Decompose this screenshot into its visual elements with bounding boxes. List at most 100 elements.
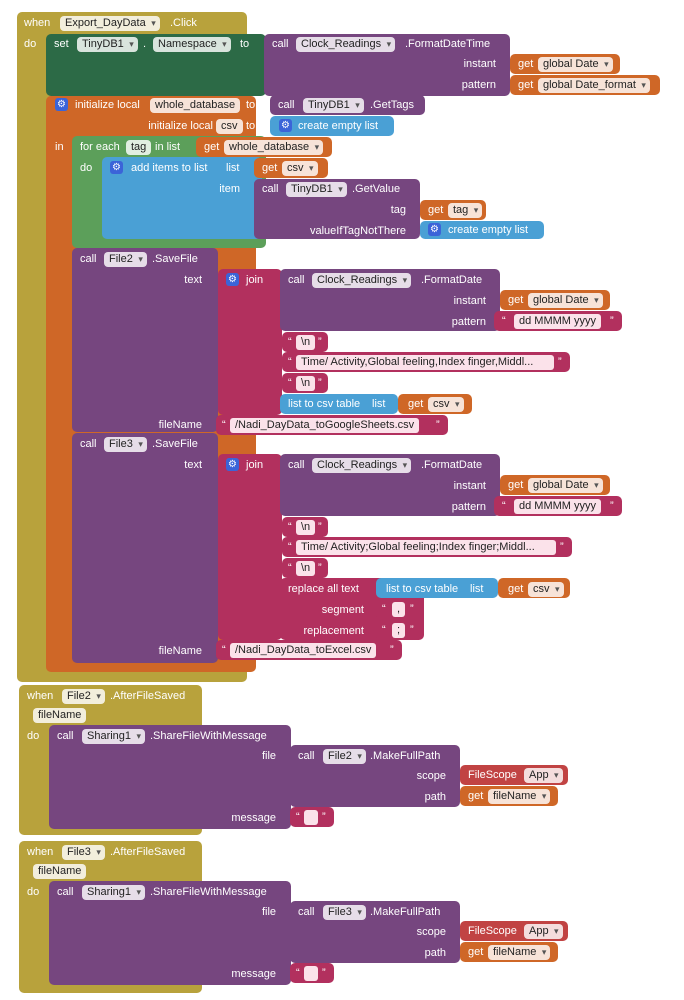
method-name: .ShareFileWithMessage [150, 886, 267, 898]
call-label: call [80, 253, 97, 265]
method-name: .FormatDate [421, 459, 483, 471]
get-label: get [508, 479, 524, 491]
file-label: file [261, 906, 276, 918]
loop-var-tag[interactable]: tag [126, 140, 152, 155]
mutator-gear-icon[interactable]: ⚙ [110, 161, 123, 174]
join-block-sheets[interactable] [218, 269, 282, 415]
mutator-gear-icon[interactable]: ⚙ [55, 98, 68, 111]
create-empty-list-block[interactable] [420, 221, 544, 239]
local-var-name-csv[interactable]: csv [216, 119, 243, 134]
text-field-message[interactable] [304, 966, 318, 981]
var-dropdown-global-date[interactable]: global Date [528, 293, 603, 308]
text-field-message[interactable] [304, 810, 318, 825]
quote-close: ” [410, 603, 414, 615]
var-dropdown-global-date[interactable]: global Date [538, 57, 613, 72]
list-to-csv-table-block[interactable] [376, 578, 498, 598]
get-label: get [262, 162, 278, 174]
file3-dropdown[interactable]: File3 [323, 905, 366, 920]
property-dropdown-namespace[interactable]: Namespace [153, 37, 231, 52]
var-dropdown-global-date-format[interactable]: global Date_format [538, 78, 650, 93]
text-field-newline[interactable]: \n [296, 520, 316, 535]
var-dropdown-tag[interactable]: tag [448, 203, 483, 218]
quote-close: ” [558, 356, 562, 368]
method-name: .MakeFullPath [370, 750, 441, 762]
file2-dropdown[interactable]: File2 [62, 689, 105, 704]
var-dropdown-csv[interactable]: csv [282, 161, 318, 176]
component-dropdown-export-daydata[interactable]: Export_DayData [60, 16, 160, 31]
scope-label: scope [416, 926, 446, 938]
quote-open: “ [288, 521, 292, 533]
method-name: .ShareFileWithMessage [150, 730, 267, 742]
quote-close: ” [322, 967, 326, 979]
quote-close: ” [610, 315, 614, 327]
text-field-filename-excel[interactable]: /Nadi_DayData_toExcel.csv [230, 643, 377, 658]
filename-label: fileName [158, 645, 202, 657]
mutator-gear-icon[interactable]: ⚙ [428, 223, 441, 236]
segment-label: segment [321, 604, 364, 616]
sharing-dropdown[interactable]: Sharing1 [82, 885, 146, 900]
param-filename[interactable]: fileName [33, 864, 87, 879]
quote-close: ” [318, 562, 322, 574]
text-field-newline[interactable]: \n [296, 376, 316, 391]
mutator-gear-icon[interactable]: ⚙ [226, 458, 239, 471]
text-field-segment[interactable]: , [392, 602, 406, 617]
create-empty-list-block[interactable] [270, 116, 394, 136]
tinydb-dropdown[interactable]: TinyDB1 [286, 182, 347, 197]
file3-dropdown[interactable]: File3 [104, 437, 147, 452]
var-dropdown-filename[interactable]: fileName [488, 945, 551, 960]
call-file2-savefile-block[interactable] [72, 248, 218, 432]
list-to-csv-table-label: list to csv table [288, 398, 361, 410]
filescope-label: FileScope [468, 925, 517, 937]
var-dropdown-whole-database[interactable]: whole_database [224, 140, 324, 155]
text-field-date-pattern[interactable]: dd MMMM yyyy [514, 314, 601, 329]
clock-dropdown[interactable]: Clock_Readings [296, 37, 396, 52]
filescope-dropdown[interactable]: App [524, 924, 563, 939]
var-dropdown-csv[interactable]: csv [528, 582, 564, 597]
call-file3-savefile-block[interactable] [72, 433, 218, 663]
get-label: get [518, 58, 534, 70]
file2-dropdown[interactable]: File2 [104, 252, 147, 267]
add-items-to-list-block[interactable] [102, 157, 262, 239]
file3-dropdown[interactable]: File3 [62, 845, 105, 860]
text-field-newline[interactable]: \n [296, 561, 316, 576]
text-field-header-sheets[interactable]: Time/ Activity,Global feeling,Index fing… [296, 355, 554, 370]
method-name: .SaveFile [152, 438, 198, 450]
join-block-excel[interactable] [218, 454, 282, 640]
tinydb-dropdown[interactable]: TinyDB1 [303, 98, 364, 113]
text-field-replacement[interactable]: ; [392, 623, 406, 638]
to-label: to [240, 38, 250, 50]
text-field-date-pattern[interactable]: dd MMMM yyyy [514, 499, 601, 514]
quote-open: “ [288, 562, 292, 574]
text-field-filename-sheets[interactable]: /Nadi_DayData_toGoogleSheets.csv [230, 418, 420, 433]
call-label: call [298, 906, 315, 918]
text-field-newline[interactable]: \n [296, 335, 316, 350]
in-label: in [55, 141, 64, 153]
quote-open: “ [288, 377, 292, 389]
filescope-dropdown[interactable]: App [524, 768, 563, 783]
call-makefullpath-block[interactable] [290, 901, 460, 963]
path-label: path [424, 947, 446, 959]
quote-close: ” [560, 541, 564, 553]
replace-all-text-label: replace all text [288, 583, 359, 595]
call-label: call [298, 750, 315, 762]
clock-dropdown[interactable]: Clock_Readings [312, 273, 412, 288]
mutator-gear-icon[interactable]: ⚙ [279, 119, 292, 132]
clock-dropdown[interactable]: Clock_Readings [312, 458, 412, 473]
var-dropdown-csv[interactable]: csv [428, 397, 464, 412]
var-dropdown-global-date[interactable]: global Date [528, 478, 603, 493]
path-label: path [424, 791, 446, 803]
mutator-gear-icon[interactable]: ⚙ [226, 273, 239, 286]
list-to-csv-table-label: list to csv table [386, 583, 459, 595]
list-to-csv-table-block[interactable] [280, 394, 398, 414]
file2-dropdown[interactable]: File2 [323, 749, 366, 764]
tinydb-dropdown[interactable]: TinyDB1 [77, 37, 138, 52]
text-field-header-excel[interactable]: Time/ Activity;Global feeling;Index fing… [296, 540, 556, 555]
param-filename[interactable]: fileName [33, 708, 87, 723]
instant-label: instant [463, 58, 496, 70]
var-dropdown-filename[interactable]: fileName [488, 789, 551, 804]
quote-close: ” [318, 336, 322, 348]
local-var-name-whole-database[interactable]: whole_database [150, 98, 241, 113]
sharing-dropdown[interactable]: Sharing1 [82, 729, 146, 744]
join-label: join [246, 274, 264, 286]
call-makefullpath-block[interactable] [290, 745, 460, 807]
